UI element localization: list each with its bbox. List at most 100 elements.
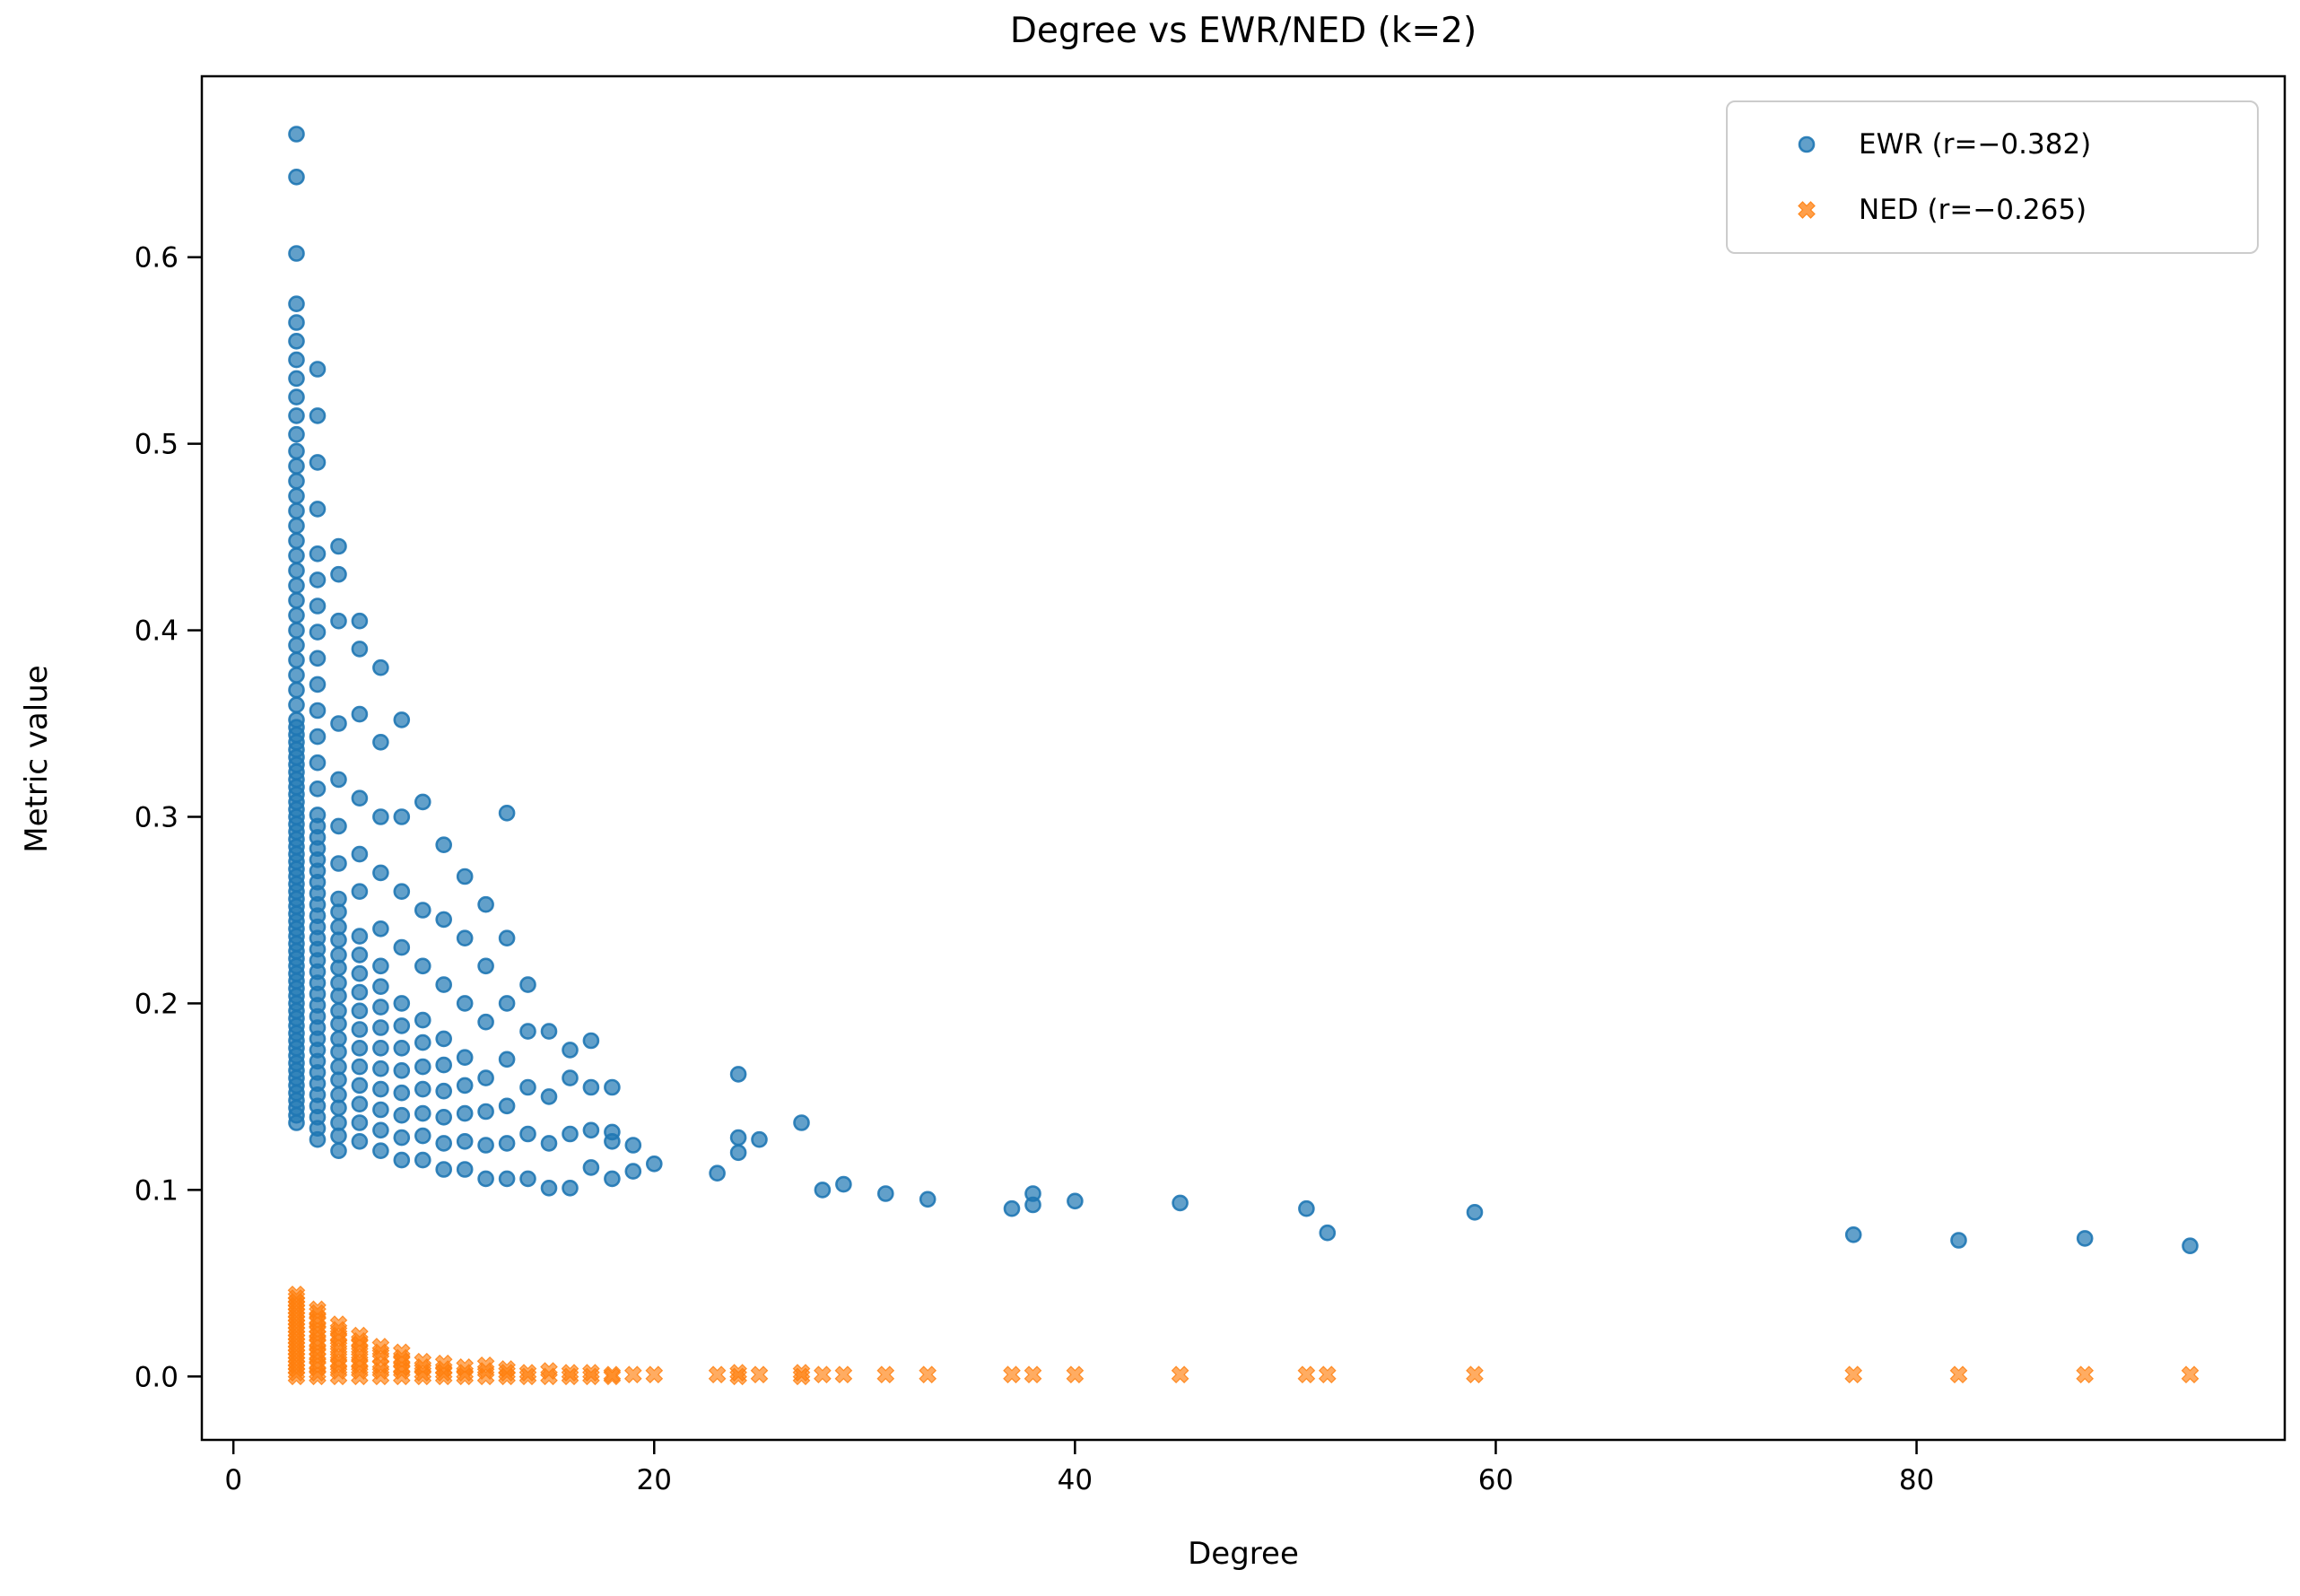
ewr-point [330, 612, 347, 630]
ewr-point [372, 1060, 389, 1077]
ned-point [1844, 1365, 1862, 1383]
ewr-point [288, 547, 305, 564]
ewr-point [330, 1086, 347, 1103]
ewr-point [393, 1084, 411, 1102]
ewr-point [751, 1130, 768, 1148]
ewr-point [288, 622, 305, 639]
ewr-circle-marker-icon [1778, 134, 1835, 155]
ewr-point [309, 676, 327, 693]
x-tick-label: 60 [1478, 1464, 1513, 1496]
ewr-point [919, 1190, 937, 1208]
ewr-point [1024, 1196, 1041, 1214]
scatter-points [287, 126, 2200, 1385]
ewr-point [288, 562, 305, 580]
ewr-point [351, 845, 369, 863]
ewr-point [562, 1125, 579, 1143]
ewr-point [477, 895, 494, 913]
legend: EWR (r=−0.382) NED (r=−0.265) [1726, 100, 2259, 254]
ewr-point [814, 1182, 832, 1199]
ewr-point [435, 836, 453, 854]
ewr-point [330, 715, 347, 732]
ewr-point [393, 1040, 411, 1057]
ewr-point [793, 1114, 810, 1131]
ewr-point [309, 571, 327, 589]
ewr-point [414, 1033, 431, 1051]
ewr-point [540, 1088, 558, 1105]
ewr-point [624, 1137, 642, 1154]
ewr-point [498, 929, 516, 946]
ewr-point [288, 351, 305, 369]
ned-point [1024, 1365, 1042, 1383]
y-axis-label: Metric value [19, 665, 55, 853]
ewr-point [351, 1133, 369, 1150]
legend-label-ned: NED (r=−0.265) [1859, 194, 2087, 227]
ewr-point [309, 545, 327, 563]
ewr-point [309, 650, 327, 667]
ewr-point [351, 789, 369, 807]
ewr-point [540, 1135, 558, 1152]
ewr-point [562, 1069, 579, 1086]
ewr-point [351, 612, 369, 630]
ewr-point [414, 957, 431, 975]
ewr-point [288, 388, 305, 406]
ewr-point [330, 817, 347, 835]
legend-label-ewr: EWR (r=−0.382) [1859, 127, 2092, 161]
ewr-point [435, 976, 453, 993]
ewr-point [330, 1142, 347, 1159]
y-tick-label: 0.0 [135, 1361, 179, 1393]
ned-point [708, 1365, 727, 1383]
ewr-point [288, 667, 305, 684]
ewr-point [288, 407, 305, 424]
ewr-point [351, 983, 369, 1001]
ewr-point [393, 808, 411, 825]
ewr-point [562, 1180, 579, 1197]
ewr-point [435, 911, 453, 929]
ewr-point [835, 1175, 852, 1193]
ewr-point [456, 868, 474, 885]
y-tick-label: 0.3 [135, 801, 179, 833]
ewr-point [729, 1066, 747, 1083]
legend-item-ned: NED (r=−0.265) [1728, 194, 2257, 226]
ned-point [1949, 1365, 1968, 1383]
ewr-point [1172, 1194, 1189, 1212]
ewr-point [351, 705, 369, 723]
ned-point [750, 1365, 769, 1383]
ewr-point [372, 1019, 389, 1036]
ned-point [1319, 1365, 1337, 1383]
ewr-point [1003, 1199, 1021, 1217]
ewr-point [288, 532, 305, 550]
ewr-point [582, 1121, 600, 1139]
ewr-point [604, 1078, 621, 1096]
ewr-point [372, 808, 389, 825]
ewr-point [1319, 1224, 1337, 1242]
ewr-point [435, 1135, 453, 1152]
ewr-point [604, 1123, 621, 1141]
ewr-point [414, 1151, 431, 1169]
ewr-point [330, 771, 347, 789]
ewr-point [456, 1049, 474, 1066]
ewr-point [393, 1129, 411, 1147]
x-tick-label: 40 [1058, 1464, 1093, 1496]
ewr-point [351, 946, 369, 964]
page-title: Degree vs EWR/NED (k=2) [1009, 11, 1477, 51]
ewr-point [330, 974, 347, 991]
y-tick-label: 0.5 [135, 429, 179, 461]
ned-point [1297, 1365, 1316, 1383]
ewr-point [330, 1114, 347, 1131]
ewr-point [1298, 1199, 1315, 1217]
ned-point [814, 1365, 832, 1383]
legend-item-ewr: EWR (r=−0.382) [1728, 128, 2257, 161]
ewr-point [393, 883, 411, 901]
plot-spines [200, 74, 2287, 1442]
ewr-point [393, 1017, 411, 1034]
ewr-point [351, 1002, 369, 1020]
ewr-point [435, 1082, 453, 1100]
ewr-point [540, 1180, 558, 1197]
ewr-point [582, 1032, 600, 1050]
ewr-point [309, 454, 327, 471]
ewr-point [372, 957, 389, 975]
ewr-point [624, 1163, 642, 1180]
ned-point [2076, 1365, 2094, 1383]
ned-point [1066, 1365, 1085, 1383]
